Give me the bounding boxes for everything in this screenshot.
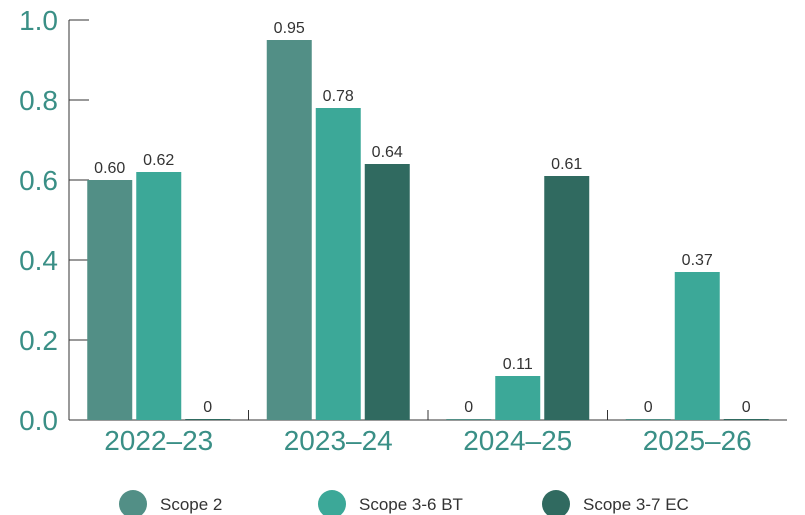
data-label: 0.95	[274, 20, 305, 37]
bar	[723, 419, 769, 420]
data-label: 0	[742, 399, 751, 416]
data-labels: 0.60 0.62 0 0.95 0.78 0.64 0 0.11 0.61 0 0.37 0	[94, 20, 751, 416]
x-axis: 2022–23 2023–24 2024–25 2025–26	[69, 410, 787, 456]
legend-item: Scope 3-7 EC	[542, 490, 689, 515]
data-label: 0.64	[372, 144, 403, 161]
bar	[446, 419, 492, 420]
legend-swatch	[318, 490, 346, 515]
legend-swatch	[542, 490, 570, 515]
bars	[87, 40, 769, 420]
data-label: 0.61	[551, 156, 582, 173]
x-tick-label: 2024–25	[463, 425, 572, 456]
y-tick-label: 0.2	[19, 325, 58, 356]
y-tick-label: 0.8	[19, 85, 58, 116]
data-label: 0.78	[323, 88, 354, 105]
data-label: 0.37	[682, 252, 713, 269]
bar	[674, 272, 720, 420]
data-label: 0.11	[503, 356, 533, 373]
bar	[544, 176, 590, 420]
x-tick-label: 2022–23	[104, 425, 213, 456]
bar	[625, 419, 671, 420]
legend-swatch	[119, 490, 147, 515]
y-tick-label: 0.4	[19, 245, 58, 276]
data-label: 0	[464, 399, 473, 416]
legend-item: Scope 2	[119, 490, 222, 515]
x-tick-label: 2025–26	[643, 425, 752, 456]
y-axis: 0.0 0.2 0.4 0.6 0.8 1.0	[19, 5, 89, 436]
bar	[87, 180, 133, 420]
data-label: 0	[203, 399, 212, 416]
y-tick-label: 0.6	[19, 165, 58, 196]
x-tick-label: 2023–24	[284, 425, 393, 456]
bar	[364, 164, 410, 420]
data-label: 0	[644, 399, 653, 416]
bar	[315, 108, 361, 420]
legend: Scope 2 Scope 3-6 BT Scope 3-7 EC	[119, 490, 689, 515]
bar	[185, 419, 231, 420]
y-tick-label: 1.0	[19, 5, 58, 36]
legend-label: Scope 3-7 EC	[583, 495, 689, 514]
legend-item: Scope 3-6 BT	[318, 490, 463, 515]
bar	[266, 40, 312, 420]
legend-label: Scope 2	[160, 495, 222, 514]
bar	[495, 376, 541, 420]
data-label: 0.62	[143, 152, 174, 169]
data-label: 0.60	[94, 160, 125, 177]
bar	[136, 172, 182, 420]
legend-label: Scope 3-6 BT	[359, 495, 463, 514]
y-tick-label: 0.0	[19, 405, 58, 436]
